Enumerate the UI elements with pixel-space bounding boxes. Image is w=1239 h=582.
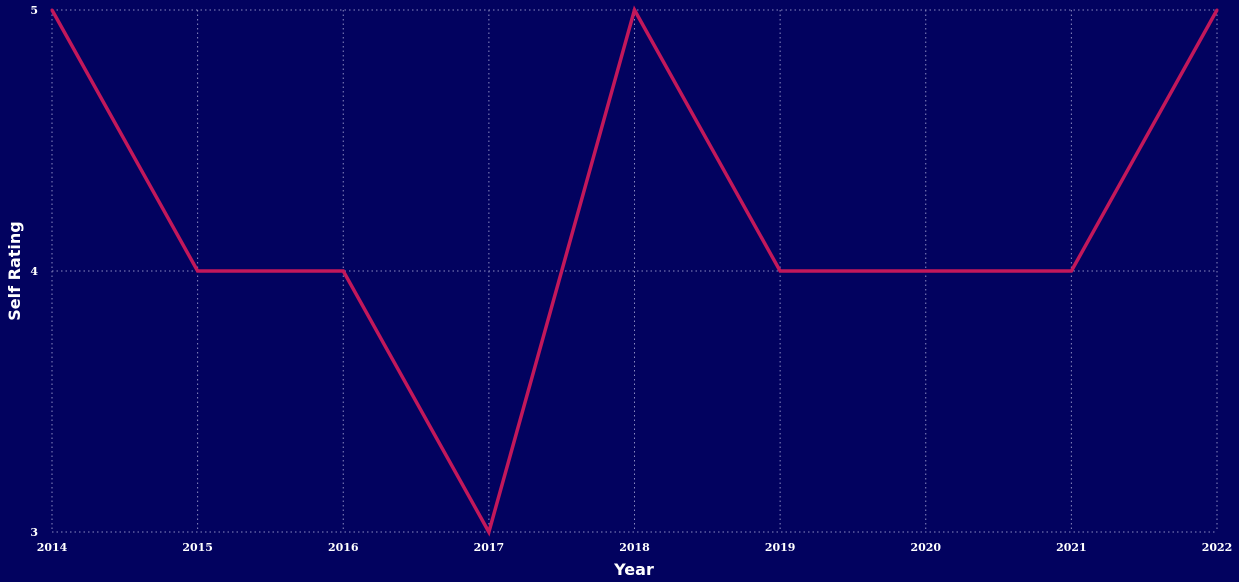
data-point <box>924 269 928 273</box>
line-layer <box>50 5 1219 537</box>
y-tick-label: 4 <box>30 265 38 278</box>
x-tick-label: 2021 <box>1056 541 1087 554</box>
x-tick-label: 2022 <box>1202 541 1233 554</box>
x-tick-label: 2014 <box>37 541 68 554</box>
y-tick-label: 5 <box>30 4 38 17</box>
x-tick-label: 2018 <box>619 541 650 554</box>
x-tick-label: 2017 <box>474 541 505 554</box>
x-tick-label: 2019 <box>765 541 796 554</box>
y-tick-label: 3 <box>30 526 38 539</box>
x-tick-label: 2016 <box>328 541 359 554</box>
y-axis-title: Self Rating <box>5 221 24 320</box>
label-layer: 2014 2015 2016 2017 2018 2019 2020 2021 2022 3 4 5 <box>30 4 1232 554</box>
data-point <box>633 8 636 12</box>
data-point <box>341 269 345 273</box>
x-tick-label: 2015 <box>182 541 213 554</box>
x-axis-title: Year <box>613 560 654 579</box>
x-tick-label: 2020 <box>910 541 941 554</box>
data-point <box>778 269 782 273</box>
data-point <box>50 8 54 12</box>
data-point <box>487 530 491 534</box>
data-point <box>196 269 200 273</box>
data-point <box>1215 8 1219 12</box>
data-point <box>1069 269 1073 273</box>
